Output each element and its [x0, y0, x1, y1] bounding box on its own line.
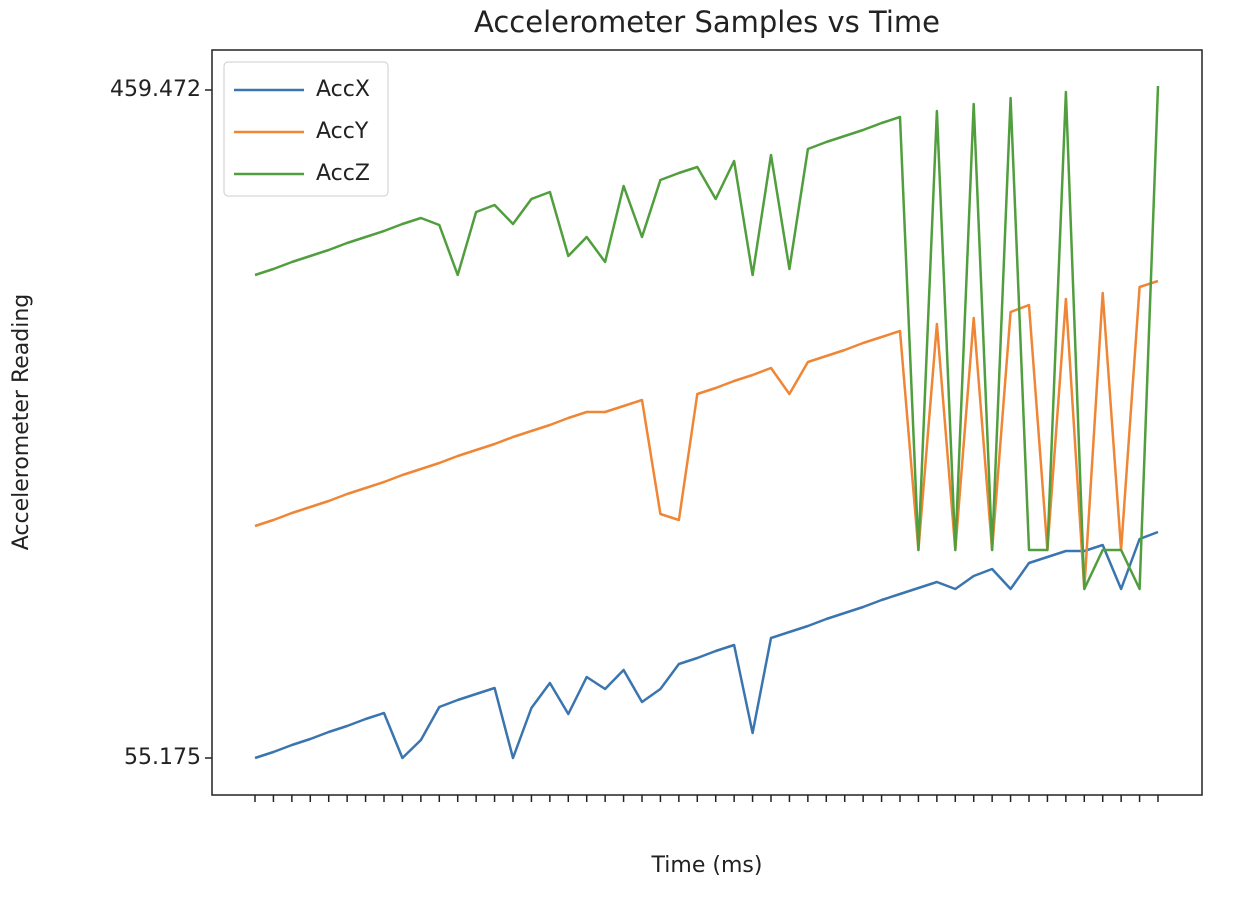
x-axis-label: Time (ms)	[651, 853, 763, 878]
legend-box	[223, 61, 389, 197]
chart-title: Accelerometer Samples vs Time	[474, 5, 940, 39]
legend-label: AccX	[316, 77, 370, 102]
series-line	[254, 279, 1159, 591]
y-tick-label: 459.472	[110, 77, 201, 102]
y-axis-label: Accelerometer Reading	[9, 294, 34, 551]
legend-label: AccY	[316, 119, 369, 144]
y-tick-label: 55.175	[124, 745, 201, 770]
series-line	[254, 530, 1159, 760]
legend-label: AccZ	[316, 161, 370, 186]
series-line	[254, 85, 1160, 591]
plot-frame	[211, 49, 1203, 796]
legend: AccX AccY AccZ	[223, 61, 389, 197]
